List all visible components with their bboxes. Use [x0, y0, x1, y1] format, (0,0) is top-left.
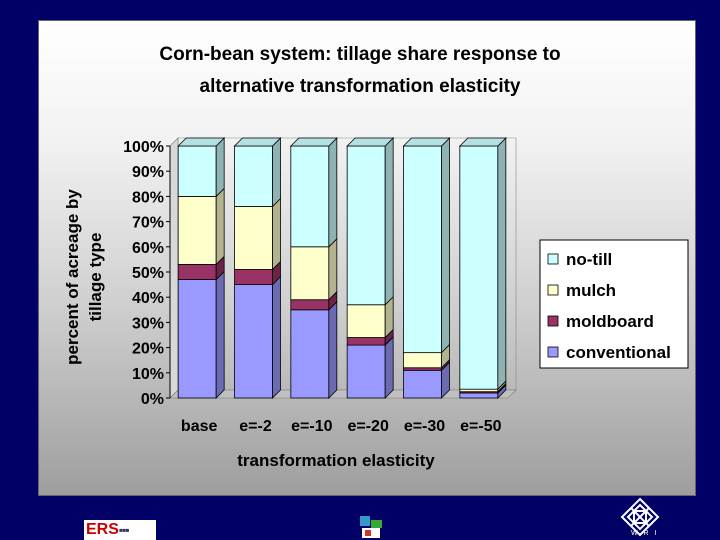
legend-box: [539, 239, 689, 369]
usda-logo-icon: [360, 516, 382, 538]
bar-segment: [234, 145, 273, 207]
x-axis-title: transformation elasticity: [237, 451, 435, 470]
bar-segment: [234, 206, 273, 270]
bar-segment: [290, 145, 330, 248]
bar-segment: [177, 195, 217, 265]
x-tick-label: e=-2: [239, 418, 272, 435]
y-tick-label: 100%: [123, 139, 164, 156]
bar-segment: [290, 299, 330, 311]
bar-top-face: [289, 137, 338, 147]
bar-segment-side: [384, 137, 394, 306]
y-tick-label: 80%: [132, 189, 164, 206]
bar-segment-side: [497, 137, 507, 391]
bar-segment-side: [441, 137, 450, 354]
y-axis-title-line2: tillage type: [86, 233, 105, 322]
chart-title-line2: alternative transformation elasticity: [199, 76, 521, 97]
y-tick-label: 40%: [132, 290, 164, 307]
bar-segment: [346, 344, 386, 399]
bar-segment-side: [328, 300, 338, 399]
bar-top-face: [402, 137, 451, 147]
bar-segment: [459, 145, 499, 390]
legend-label: moldboard: [566, 312, 654, 331]
bar-segment: [403, 145, 442, 354]
bar-segment: [403, 369, 442, 399]
y-tick-label: 0%: [141, 391, 164, 408]
bar-top-face: [458, 137, 507, 147]
y-tick-label: 10%: [132, 366, 164, 383]
x-tick-label: e=-30: [404, 418, 445, 435]
y-tick-label: 30%: [132, 315, 164, 332]
y-tick-label: 60%: [132, 240, 164, 257]
bar-segment: [346, 304, 386, 338]
ers-logo: ERS▪▪▪: [84, 520, 156, 540]
bar-segment-side: [272, 275, 281, 399]
bar-segment: [290, 309, 330, 399]
x-tick-label: e=-20: [347, 418, 388, 435]
bar-segment: [459, 392, 499, 399]
y-axis-title-line1: percent of acreage by: [63, 189, 82, 365]
plot-side-wall: [169, 137, 179, 399]
legend-label: mulch: [566, 281, 616, 300]
bar-segment: [177, 145, 217, 197]
bar-segment-side: [215, 187, 225, 266]
wri-logo-text: W R I: [631, 530, 659, 537]
bar-top-face: [346, 137, 395, 147]
ers-logo-grid-icon: ▪▪▪: [118, 523, 130, 537]
legend-swatch: [547, 284, 559, 296]
y-tick-label: 90%: [132, 164, 164, 181]
legend-label: conventional: [566, 343, 671, 362]
bar-segment-side: [384, 336, 394, 399]
x-tick-label: e=-10: [291, 418, 332, 435]
bar-segment: [290, 246, 330, 301]
y-tick-label: 70%: [132, 215, 164, 232]
y-tick-label: 20%: [132, 341, 164, 358]
bar-segment-side: [215, 137, 225, 198]
bar-segment-side: [328, 137, 338, 248]
y-tick-label: 50%: [132, 265, 164, 282]
legend-label: no-till: [566, 250, 612, 269]
legend-swatch: [547, 346, 559, 358]
bar-segment: [177, 279, 217, 399]
bar-segment: [403, 352, 442, 369]
x-tick-label: e=-50: [460, 418, 501, 435]
bar-segment: [234, 269, 273, 286]
bar-segment-side: [215, 270, 225, 399]
wri-knot-logo-icon: [620, 497, 660, 537]
bar-segment: [346, 337, 386, 346]
x-tick-label: base: [181, 418, 218, 435]
bar-segment: [346, 145, 386, 306]
bar-segment: [234, 284, 273, 399]
bar-segment-side: [272, 137, 281, 208]
ers-logo-text: ERS: [86, 521, 119, 538]
bar-segment-side: [328, 237, 338, 301]
legend-swatch: [547, 253, 559, 265]
bar-segment-side: [272, 197, 281, 271]
bar-segment: [177, 264, 217, 280]
chart-title-line1: Corn-bean system: tillage share response…: [159, 44, 561, 65]
bar-top-face: [177, 137, 226, 147]
legend-swatch: [547, 315, 559, 327]
bar-top-face: [233, 137, 282, 147]
